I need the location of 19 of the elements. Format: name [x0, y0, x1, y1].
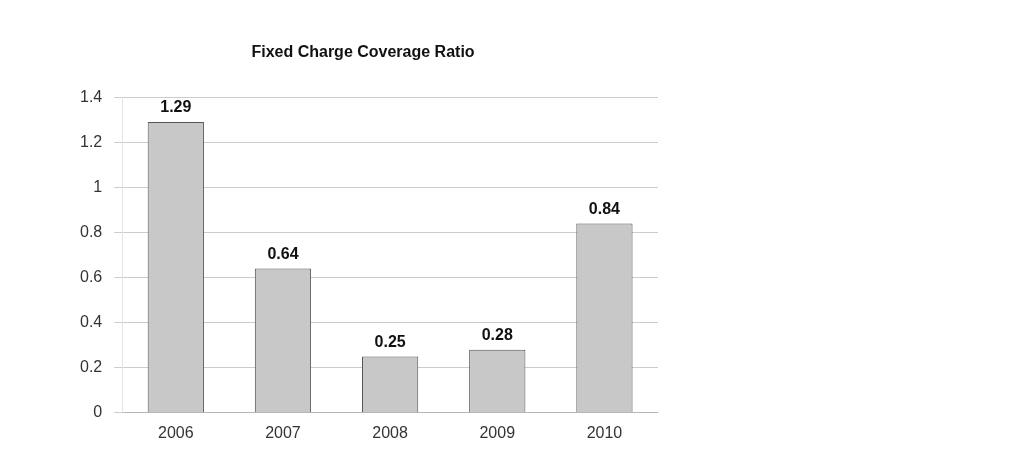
chart-title: Fixed Charge Coverage Ratio — [251, 43, 475, 61]
y-tick-label: 0.4 — [79, 313, 103, 331]
y-tick-label: 1 — [93, 177, 103, 195]
x-tick-label: 2007 — [265, 423, 301, 441]
x-tick-label: 2010 — [586, 423, 623, 441]
y-tick-label: 0.2 — [79, 358, 103, 376]
y-tick-label: 0 — [93, 403, 103, 421]
x-tick-label: 2006 — [158, 423, 194, 441]
y-tick-label: 1.2 — [79, 132, 103, 150]
y-tick-label: 0.8 — [79, 222, 103, 240]
x-tick-label: 2008 — [372, 423, 409, 441]
data-label: 0.25 — [374, 332, 406, 350]
y-tick-label: 0.6 — [79, 267, 103, 285]
y-tick-label: 1.4 — [79, 87, 103, 105]
data-label: 0.84 — [588, 199, 621, 217]
data-label: 1.29 — [160, 98, 192, 116]
data-label: 0.64 — [267, 244, 299, 262]
x-tick-label: 2009 — [479, 423, 516, 441]
data-label: 0.28 — [481, 326, 513, 344]
